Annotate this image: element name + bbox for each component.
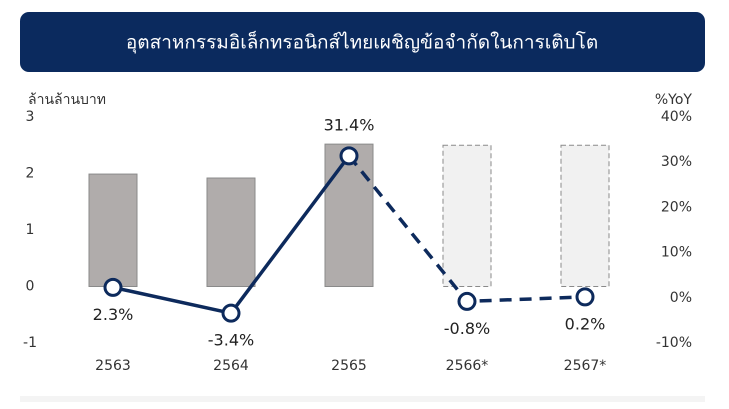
data-label: 0.2% bbox=[565, 314, 606, 333]
data-label: -0.8% bbox=[444, 319, 490, 338]
bar bbox=[560, 144, 610, 287]
x-tick-label: 2563 bbox=[95, 358, 131, 374]
y2-axis-label: %YoY bbox=[655, 92, 693, 108]
chart-title: อุตสาหกรรมอิเล็กทรอนิกส์ไทยเผชิญข้อจำกัด… bbox=[126, 30, 598, 55]
data-label: 31.4% bbox=[324, 115, 375, 134]
y-tick-label: 1 bbox=[26, 222, 35, 238]
x-tick-label: 2567* bbox=[564, 358, 607, 374]
line-marker bbox=[221, 303, 241, 323]
y-axis-label: ล้านล้านบาท bbox=[28, 92, 106, 108]
y2-tick-label: 40% bbox=[661, 109, 692, 125]
data-label: -3.4% bbox=[208, 331, 254, 350]
data-label: 2.3% bbox=[93, 305, 134, 324]
x-tick-label: 2566* bbox=[446, 358, 489, 374]
bar bbox=[88, 173, 138, 287]
x-tick-label: 2564 bbox=[213, 358, 249, 374]
y-tick-label: 0 bbox=[26, 279, 35, 295]
title-banner bbox=[20, 12, 705, 72]
y2-tick-label: 0% bbox=[670, 290, 692, 306]
y2-tick-label: 20% bbox=[661, 199, 692, 215]
bar bbox=[442, 144, 492, 287]
y2-tick-label: 30% bbox=[661, 154, 692, 170]
line-marker bbox=[103, 277, 123, 297]
bar bbox=[206, 177, 256, 288]
line-marker bbox=[575, 287, 595, 307]
y-tick-label: 3 bbox=[26, 109, 35, 125]
x-tick-label: 2565 bbox=[331, 358, 367, 374]
y2-tick-label: -10% bbox=[656, 335, 692, 351]
line-marker bbox=[457, 291, 477, 311]
y2-tick-label: 10% bbox=[661, 245, 692, 261]
y-tick-label: 2 bbox=[26, 166, 35, 182]
bar bbox=[324, 143, 374, 287]
y-tick-label: -1 bbox=[23, 335, 37, 351]
footer-strip bbox=[20, 396, 705, 402]
line-marker bbox=[339, 146, 359, 166]
